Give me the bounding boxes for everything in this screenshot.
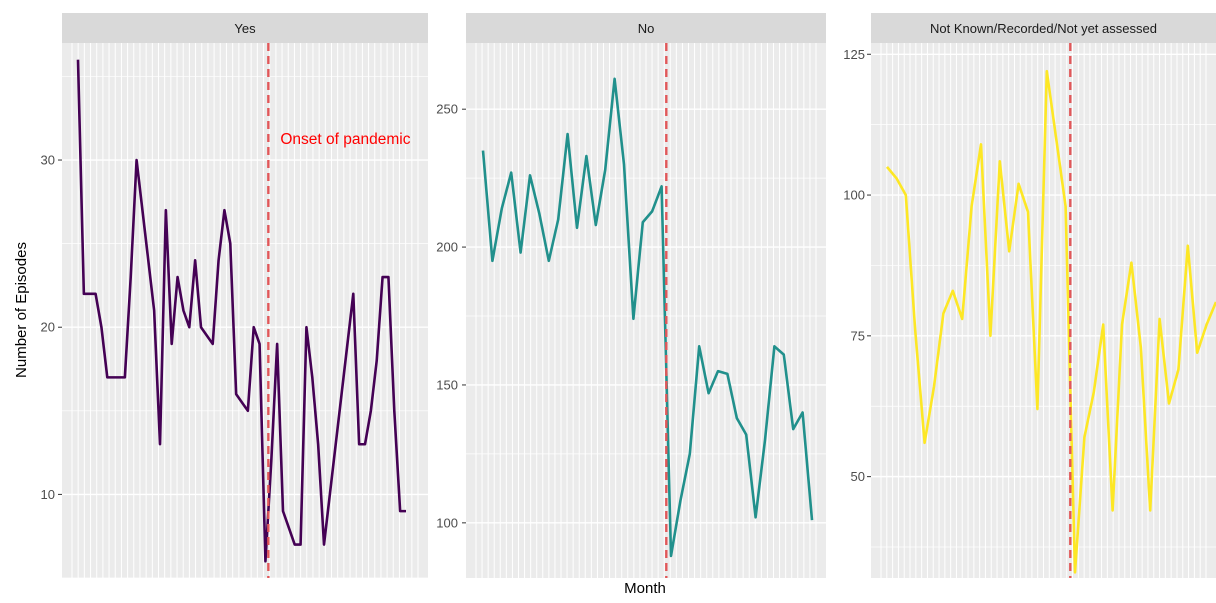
facet-2: 100 150 200 250 No: [436, 13, 826, 578]
x-gridlines: [880, 43, 1207, 578]
y-tick-label: 10: [41, 487, 55, 502]
y-tick-label: 150: [436, 377, 458, 392]
facet-strip: [871, 13, 1216, 43]
x-axis-title: Month: [624, 580, 666, 597]
facet-3: 50 75 100 125 Not Known/Recorded/Not yet ass…: [843, 13, 1216, 578]
series-line-3: [886, 69, 1216, 574]
facet-strip: [62, 13, 428, 43]
series-line-1: [76, 59, 406, 563]
onset-annotation: Onset of pandemic: [280, 131, 410, 148]
y-tick-label: 250: [436, 102, 458, 117]
y-tick-label: 50: [851, 469, 865, 484]
x-gridlines: [475, 43, 817, 578]
y-gridlines: [466, 108, 826, 524]
y-tick-label: 100: [436, 515, 458, 530]
facet-strip-label: No: [638, 21, 655, 36]
y-gridlines: [62, 76, 428, 579]
facet-strip-label: Not Known/Recorded/Not yet assessed: [930, 21, 1157, 36]
y-tick-label: 100: [843, 188, 865, 203]
y-axis-title: Number of Episodes: [13, 242, 30, 378]
series-line-2: [481, 77, 814, 558]
facet-strip: [466, 13, 826, 43]
y-tick-label: 30: [41, 153, 55, 168]
y-tick-label: 75: [851, 328, 865, 343]
y-tick-label: 200: [436, 240, 458, 255]
facet-strip-label: Yes: [234, 21, 256, 36]
facet-1: 10 20 30 Yes Onset of pandemic: [41, 13, 428, 579]
y-tick-label: 20: [41, 320, 55, 335]
y-tick-label: 125: [843, 47, 865, 62]
